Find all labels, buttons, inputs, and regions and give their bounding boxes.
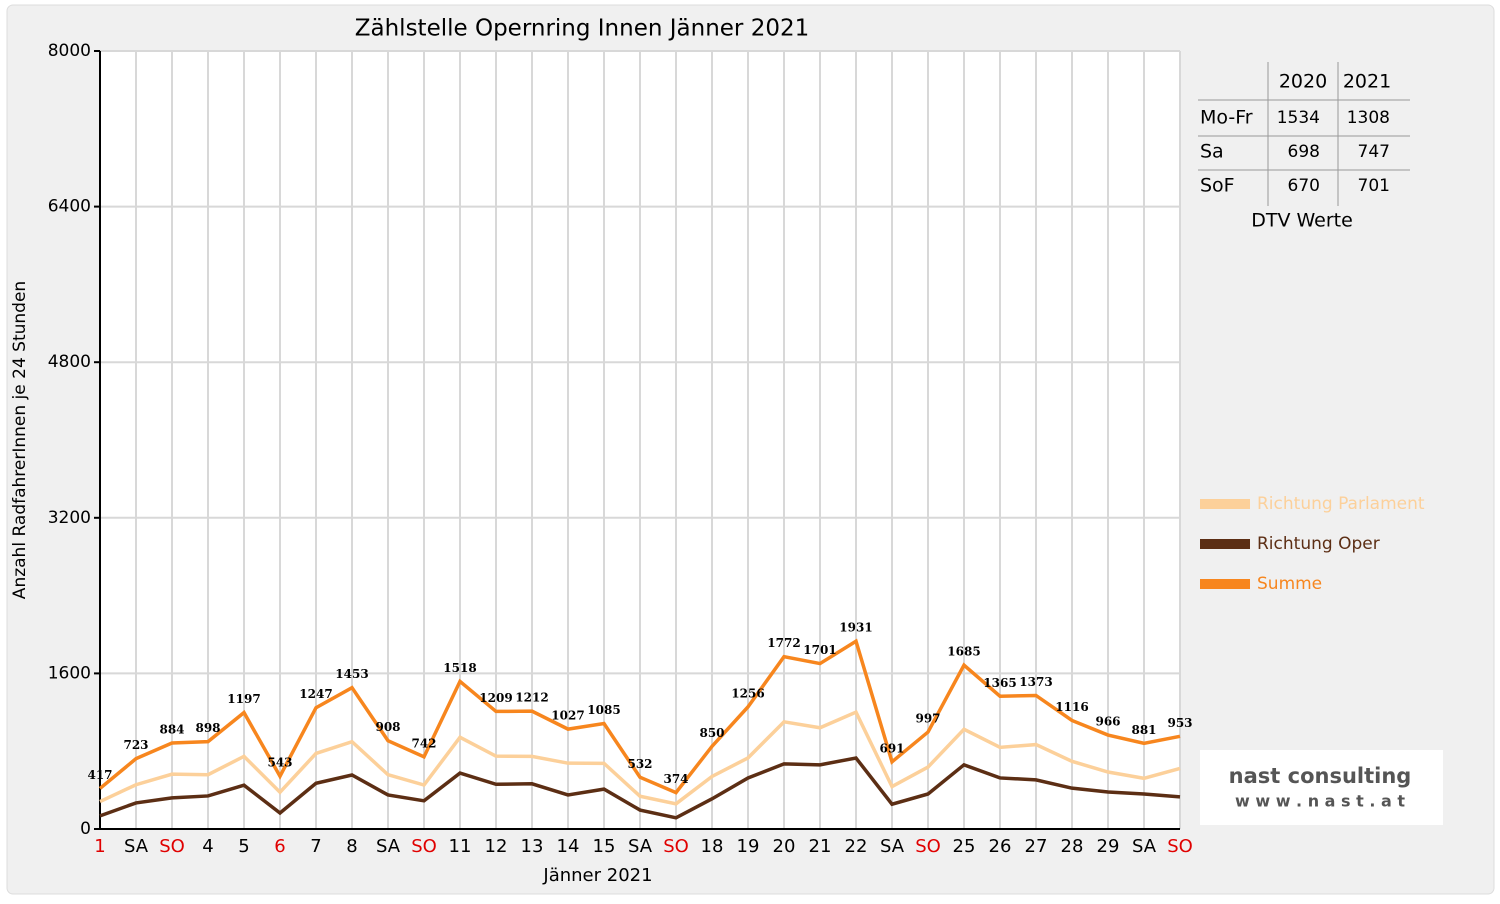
data-label: 1365 [983, 676, 1016, 690]
data-label: 953 [1167, 716, 1192, 730]
data-label: 1209 [479, 691, 512, 705]
table-header: 2021 [1343, 71, 1391, 93]
data-label: 742 [411, 736, 436, 750]
data-label: 1931 [839, 621, 872, 635]
series-line [99, 709, 1181, 806]
x-tick-label: 8 [346, 836, 357, 857]
y-tick-label: 8000 [48, 41, 91, 61]
x-tick-label: 5 [238, 836, 249, 857]
x-tick-label: 29 [1097, 836, 1120, 857]
table-row-label: SoF [1200, 175, 1235, 197]
data-label: 1772 [767, 636, 800, 650]
y-tick-label: 3200 [48, 508, 91, 528]
x-tick-label: 7 [310, 836, 321, 857]
y-tick-label: 4800 [48, 352, 91, 372]
logo-url: w w w . n a s t . a t [1235, 792, 1405, 811]
x-tick-label: SA [628, 836, 653, 857]
x-tick-label: 1 [94, 836, 105, 857]
table-header: 2020 [1279, 71, 1327, 93]
table-row-label: Sa [1200, 141, 1224, 163]
x-tick-label: SA [880, 836, 905, 857]
table-cell: 747 [1358, 142, 1390, 162]
x-tick-label: SO [663, 836, 689, 857]
data-label: 532 [627, 757, 652, 771]
data-label: 417 [87, 768, 112, 782]
x-tick-label: 20 [773, 836, 796, 857]
x-tick-label: 13 [521, 836, 544, 857]
x-tick-label: 12 [485, 836, 508, 857]
x-tick-label: SO [411, 836, 437, 857]
series-line [98, 638, 1181, 795]
data-label: 1116 [1055, 700, 1088, 714]
data-label: 997 [915, 712, 940, 726]
x-tick-label: SO [1167, 836, 1193, 857]
table-row-label: Mo-Fr [1200, 107, 1253, 129]
series-line [99, 756, 1181, 820]
x-tick-label: SA [376, 836, 401, 857]
x-tick-label: 18 [701, 836, 724, 857]
x-tick-label: 15 [593, 836, 616, 857]
logo-name: nast consulting [1229, 764, 1412, 788]
x-tick-label: SO [159, 836, 185, 857]
data-label: 1518 [443, 661, 476, 675]
legend-label: Richtung Parlament [1257, 494, 1425, 514]
data-label: 1212 [515, 691, 548, 705]
table-caption: DTV Werte [1251, 210, 1353, 232]
logo-box [1200, 750, 1443, 825]
x-tick-label: 26 [989, 836, 1012, 857]
data-label: 881 [1131, 723, 1156, 737]
x-tick-label: 22 [845, 836, 868, 857]
data-label: 850 [699, 726, 724, 740]
data-label: 1197 [227, 692, 260, 706]
legend-swatch [1200, 539, 1250, 549]
table-cell: 670 [1288, 176, 1320, 196]
x-tick-label: 27 [1025, 836, 1048, 857]
data-label: 1701 [803, 643, 836, 657]
y-tick-label: 0 [80, 819, 91, 839]
data-label: 691 [879, 741, 904, 755]
data-label: 898 [195, 721, 220, 735]
x-axis-label: Jänner 2021 [542, 865, 652, 886]
table-cell: 1308 [1347, 108, 1390, 128]
data-label: 374 [663, 772, 688, 786]
data-label: 1027 [551, 709, 584, 723]
legend-label: Richtung Oper [1257, 534, 1380, 554]
table-cell: 701 [1358, 176, 1390, 196]
data-label: 966 [1095, 715, 1120, 729]
data-label: 1085 [587, 703, 620, 717]
table-cell: 1534 [1277, 108, 1320, 128]
y-tick-label: 1600 [48, 663, 91, 683]
data-label: 1256 [731, 686, 764, 700]
x-tick-label: SA [124, 836, 149, 857]
data-label: 908 [375, 720, 400, 734]
data-label: 884 [159, 723, 184, 737]
x-tick-label: 19 [737, 836, 760, 857]
legend-swatch [1200, 579, 1250, 589]
data-label: 1685 [947, 645, 980, 659]
y-tick-label: 6400 [48, 197, 91, 217]
chart-title: Zählstelle Opernring Innen Jänner 2021 [355, 16, 810, 42]
legend-label: Summe [1257, 574, 1322, 594]
legend-swatch [1200, 499, 1250, 509]
table-cell: 698 [1288, 142, 1320, 162]
y-axis-label: Anzahl RadfahrerInnen je 24 Stunden [10, 281, 30, 599]
x-tick-label: 25 [953, 836, 976, 857]
data-label: 1373 [1019, 675, 1052, 689]
dtv-table [1198, 62, 1410, 206]
x-tick-label: 28 [1061, 836, 1084, 857]
x-tick-label: SA [1132, 836, 1157, 857]
data-label: 543 [267, 756, 292, 770]
data-label: 1247 [299, 687, 332, 701]
x-tick-label: SO [915, 836, 941, 857]
x-tick-label: 11 [449, 836, 472, 857]
data-label: 723 [123, 738, 148, 752]
data-label: 1453 [335, 667, 368, 681]
x-tick-label: 6 [274, 836, 285, 857]
x-tick-label: 21 [809, 836, 832, 857]
x-tick-label: 14 [557, 836, 580, 857]
x-tick-label: 4 [202, 836, 213, 857]
